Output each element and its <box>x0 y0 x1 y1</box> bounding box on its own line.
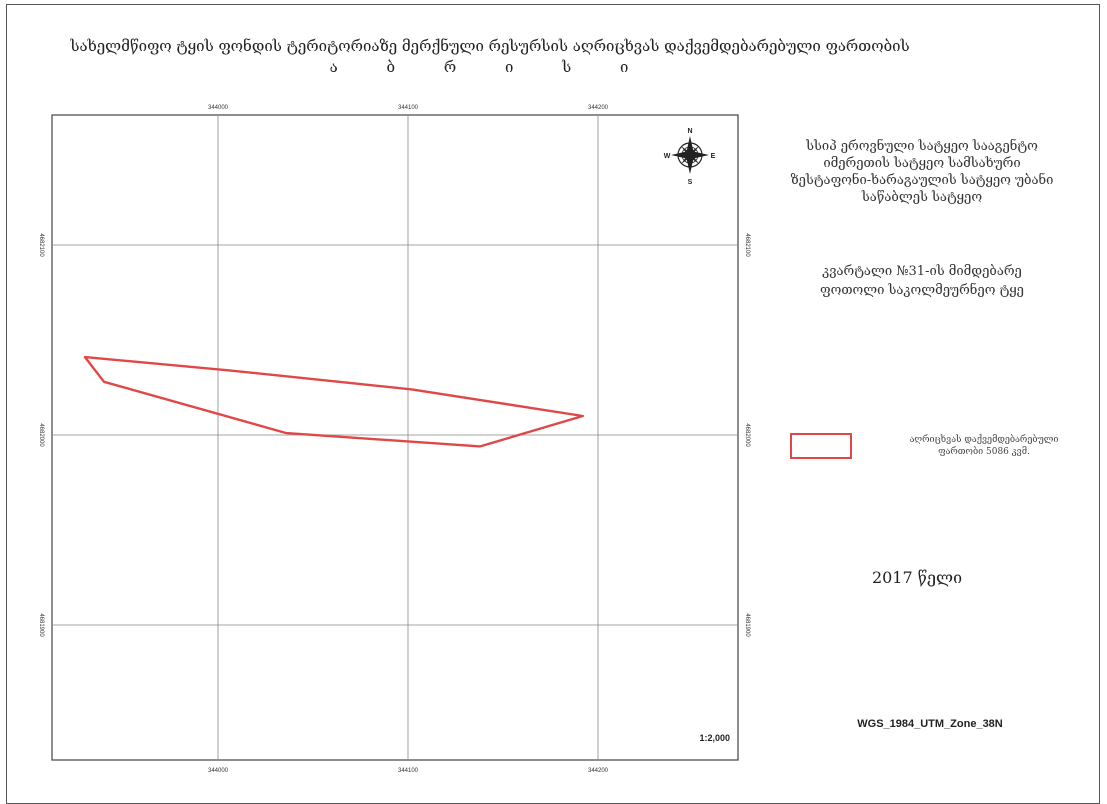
legend-swatch <box>790 433 852 459</box>
block-line2: ფოთოლი საკოლმეურნეო ტყე <box>820 283 1024 298</box>
x-tick-label-top: 344100 <box>398 105 419 111</box>
block-line1: კვარტალი №31-ის მიმდებარე <box>822 264 1022 279</box>
north-arrow: N S E W <box>664 128 716 186</box>
west-letter: W <box>664 153 671 160</box>
map-title-line2: ა ბ რ ი ს ი <box>329 58 651 76</box>
x-tick-label-bottom: 344200 <box>588 768 609 774</box>
south-letter: S <box>688 179 693 186</box>
compass-rose-icon <box>671 136 709 174</box>
agency-line2: იმერეთის სატყეო სამსახური <box>823 156 1021 171</box>
y-tick-label-right: 4681900 <box>744 613 750 637</box>
x-tick-label-top: 344200 <box>588 105 609 111</box>
projection-label: WGS_1984_UTM_Zone_38N <box>857 718 1003 730</box>
y-tick-label-left: 4681900 <box>38 613 44 637</box>
agency-line1: სსიპ ეროვნული სატყეო სააგენტო <box>806 139 1038 154</box>
x-tick-label-top: 344000 <box>208 105 229 111</box>
y-tick-label-left: 4682100 <box>38 233 44 257</box>
legend-label-line2: ფართობი 5086 კვმ. <box>938 447 1030 457</box>
agency-line3: ზესტაფონი-ხარაგაულის სატყეო უბანი <box>790 173 1054 188</box>
x-tick-label-bottom: 344000 <box>208 768 229 774</box>
map-neatline <box>51 114 739 761</box>
map-frame: 344000 344000 344100 344100 344200 344200 4682… <box>38 105 750 774</box>
north-letter: N <box>687 128 692 135</box>
map-title: სახელმწიფო ტყის ფონდის ტერიტორიაზე მერქნ… <box>60 36 920 78</box>
block-info: კვარტალი №31-ის მიმდებარე ფოთოლი საკოლმე… <box>772 262 1072 300</box>
y-tick-label-left: 4682000 <box>38 423 44 447</box>
x-tick-label-bottom: 344100 <box>398 768 419 774</box>
agency-block: სსიპ ეროვნული სატყეო სააგენტო იმერეთის ს… <box>772 138 1072 206</box>
map-title-line1: სახელმწიფო ტყის ფონდის ტერიტორიაზე მერქნ… <box>70 37 910 55</box>
agency-line4: საწაბლეს სატყეო <box>861 190 983 205</box>
east-letter: E <box>711 153 716 160</box>
scale-label: 1:2,000 <box>699 733 730 743</box>
parcel-polygon[interactable] <box>83 355 584 448</box>
legend-label: აღრიცხვას დაქვემდებარებული ფართობი 5086 … <box>868 434 1100 458</box>
year-label: 2017 წელი <box>871 568 963 587</box>
legend-label-line1: აღრიცხვას დაქვემდებარებული <box>909 435 1059 445</box>
y-tick-label-right: 4682000 <box>744 423 750 447</box>
y-tick-label-right: 4682100 <box>744 233 750 257</box>
